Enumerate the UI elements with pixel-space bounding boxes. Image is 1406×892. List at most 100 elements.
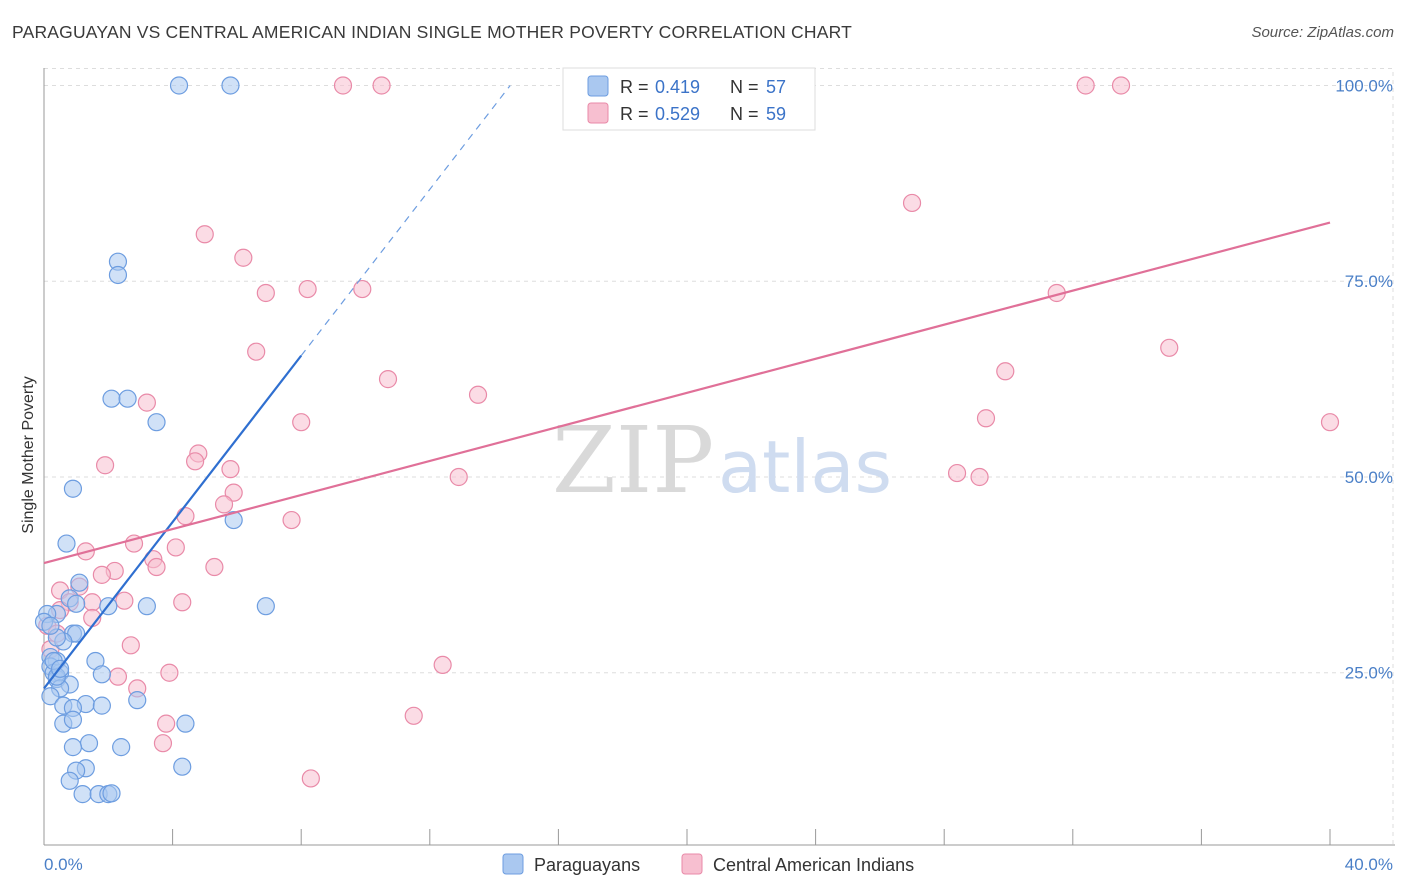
paraguayan-point: [67, 594, 86, 613]
central-american-indian-point: [115, 591, 134, 610]
paraguayan-point: [73, 785, 92, 804]
paraguayan-point: [221, 76, 240, 95]
x-tick-label: 0.0%: [44, 855, 83, 874]
legend-r-label-1: R =: [620, 77, 649, 97]
central-american-indian-point: [1076, 76, 1095, 95]
watermark-zip: ZIP: [552, 407, 714, 514]
paraguayans-points: [34, 76, 275, 804]
central-american-indian-point: [996, 362, 1015, 381]
central-american-indian-point: [153, 734, 173, 753]
central-american-indian-point: [166, 538, 185, 557]
x-axis-ticks: 0.0% 40.0%: [43, 829, 1393, 874]
paraguayan-point: [169, 76, 189, 95]
central-american-indian-point: [173, 593, 192, 612]
paraguayan-point: [63, 479, 83, 498]
chart-title: PARAGUAYAN VS CENTRAL AMERICAN INDIAN SI…: [12, 22, 852, 42]
paraguayan-point: [102, 784, 121, 803]
y-tick-label: 25.0%: [1345, 664, 1393, 683]
central-american-indian-point: [186, 452, 205, 471]
stats-legend: R = 0.419 N = 57 R = 0.529 N = 59: [562, 67, 816, 131]
paraguayan-point: [60, 771, 79, 790]
central-american-indian-point: [282, 510, 301, 530]
paraguayan-point: [63, 710, 83, 729]
central-american-indian-point: [378, 370, 398, 389]
central-american-indian-point: [902, 193, 922, 213]
source-credit: Source: ZipAtlas.com: [1251, 24, 1394, 41]
central-american-indian-point: [176, 507, 195, 526]
legend-r-value-1: 0.419: [655, 77, 700, 97]
x-tick-label: 40.0%: [1345, 855, 1393, 874]
central-american-indian-point: [121, 636, 140, 655]
central-american-indian-point: [970, 467, 989, 487]
central-american-indian-point: [205, 557, 224, 577]
paraguayan-point: [137, 597, 156, 616]
central-american-indian-point: [468, 385, 488, 404]
legend-n-value-2: 59: [766, 104, 786, 124]
paraguayan-point: [57, 534, 76, 553]
legend-swatch-central-american-indians: [587, 102, 609, 124]
legend-swatch-paraguayans: [587, 75, 609, 97]
series-legend-label-central-american-indians: Central American Indians: [713, 855, 914, 875]
central-american-indian-point: [404, 706, 423, 725]
paraguayan-point: [224, 510, 243, 530]
central-american-indian-point: [92, 565, 111, 584]
central-american-indian-point: [95, 456, 115, 475]
central-american-indian-point: [298, 279, 317, 299]
paraguayan-point: [41, 616, 60, 635]
y-tick-label: 100.0%: [1335, 76, 1393, 95]
axes: [43, 68, 1395, 846]
central-american-indian-point: [1111, 76, 1131, 95]
central-american-indian-point: [137, 393, 156, 412]
central-american-indian-point: [301, 769, 320, 788]
watermark: ZIP atlas: [552, 407, 892, 514]
series-legend-swatch-paraguayans: [502, 853, 524, 875]
central-american-indian-point: [256, 283, 275, 303]
y-axis-ticks: 25.0% 50.0% 75.0% 100.0%: [1335, 76, 1393, 682]
central-american-indian-point: [234, 248, 253, 267]
paraguayan-point: [112, 738, 131, 757]
paraguayan-point: [79, 734, 99, 753]
central-american-indian-point: [83, 593, 102, 612]
central-american-indian-point: [160, 663, 179, 682]
series-legend-label-paraguayans: Paraguayans: [534, 855, 640, 875]
paraguayan-point: [176, 714, 195, 733]
watermark-atlas: atlas: [718, 425, 892, 509]
paraguayan-point: [118, 389, 137, 408]
legend-r-value-2: 0.529: [655, 104, 700, 124]
central-american-indian-point: [221, 460, 240, 479]
legend-n-value-1: 57: [766, 77, 786, 97]
central-american-indian-point: [292, 413, 311, 432]
central-american-indian-point: [372, 76, 391, 95]
central-american-indians-points: [38, 76, 1340, 788]
central-american-indian-point: [247, 342, 266, 361]
paraguayan-point: [102, 389, 121, 408]
legend-r-label-2: R =: [620, 104, 649, 124]
paraguayan-point: [128, 691, 147, 710]
paraguayan-point: [108, 265, 128, 285]
central-american-indian-point: [224, 483, 243, 502]
y-tick-label: 50.0%: [1345, 468, 1393, 487]
paraguayan-point: [92, 696, 111, 715]
central-american-indian-point: [108, 667, 128, 686]
series-legend: Paraguayans Central American Indians: [502, 853, 914, 875]
central-american-indian-point: [353, 279, 372, 299]
central-american-indian-point: [214, 495, 234, 514]
central-american-indian-point: [1320, 413, 1340, 432]
paraguayan-point: [63, 738, 83, 757]
central-american-indian-point: [947, 463, 967, 483]
central-american-indian-point: [976, 409, 996, 428]
y-tick-label: 75.0%: [1345, 272, 1393, 291]
legend-n-label-2: N =: [730, 104, 759, 124]
series-legend-swatch-central-american-indians: [681, 853, 703, 875]
paraguayans-trend-extension: [300, 85, 511, 356]
central-american-indian-point: [449, 467, 468, 487]
y-axis-label: Single Mother Poverty: [20, 376, 37, 533]
paraguayans-trend-line: [43, 354, 303, 690]
paraguayan-point: [256, 597, 275, 616]
trend-lines: [43, 85, 1331, 690]
paraguayan-point: [41, 687, 60, 706]
central-american-indian-point: [333, 76, 353, 95]
central-american-indians-trend-line: [43, 221, 1331, 565]
central-american-indian-point: [195, 225, 214, 244]
